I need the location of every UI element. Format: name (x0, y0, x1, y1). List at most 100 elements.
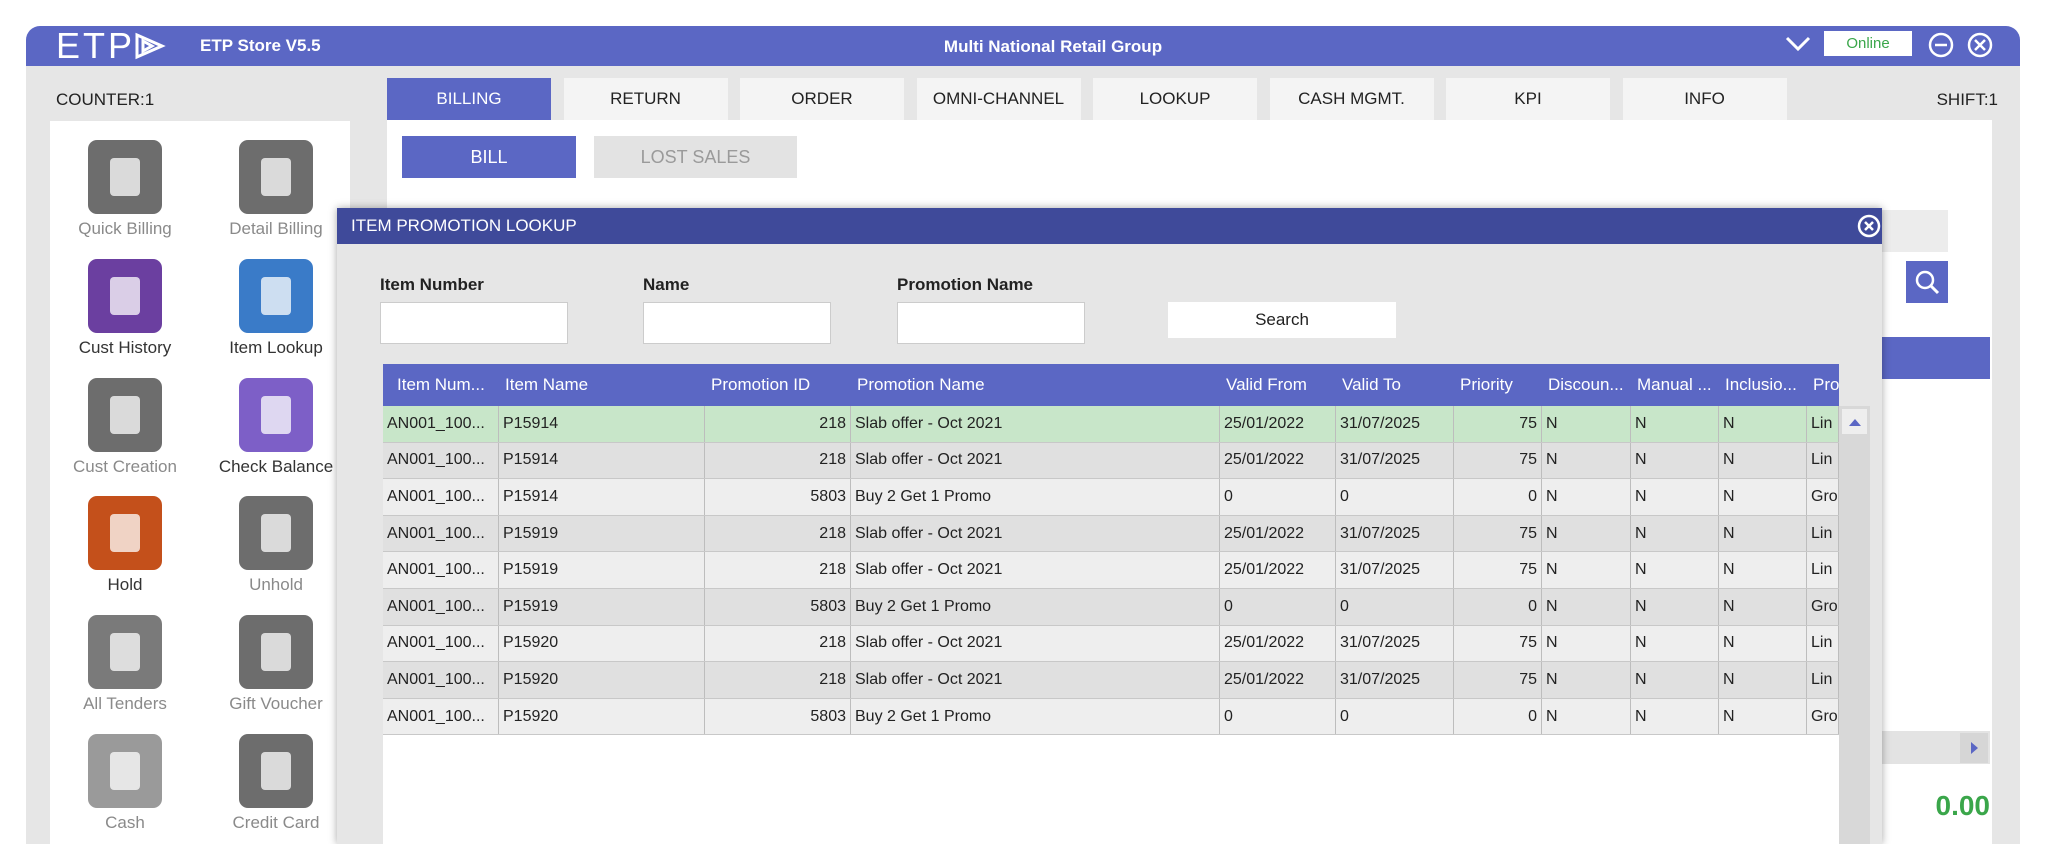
table-row[interactable]: AN001_100... P15919 218 Slab offer - Oct 20… (383, 515, 1839, 553)
field-input[interactable] (380, 302, 568, 344)
column-header[interactable]: Priority (1460, 375, 1513, 394)
table-cell: N (1542, 406, 1631, 442)
column-header[interactable]: Valid To (1342, 375, 1401, 394)
column-header[interactable]: Pro (1813, 375, 1839, 394)
sidebar (50, 121, 350, 844)
table-cell: Slab offer - Oct 2021 (851, 552, 1220, 588)
tab[interactable]: ORDER (740, 78, 904, 120)
table-cell: 25/01/2022 (1220, 515, 1336, 552)
dialog-close[interactable] (1856, 213, 1882, 239)
sidebar-icon[interactable] (88, 615, 162, 690)
tab[interactable]: OMNI-CHANNEL (916, 78, 1081, 120)
sidebar-label[interactable]: All Tenders (83, 694, 167, 714)
table-cell: P15920 (499, 625, 705, 662)
tab[interactable]: INFO (1622, 78, 1787, 120)
minimize-button[interactable] (1927, 31, 1955, 59)
sidebar-label[interactable]: Gift Voucher (229, 694, 323, 714)
close-button[interactable] (1966, 31, 1994, 59)
table-cell: 0 (1454, 698, 1542, 735)
sidebar-label[interactable]: Cust History (78, 337, 172, 357)
table-row[interactable]: AN001_100... P15914 218 Slab offer - Oct 20… (383, 406, 1839, 443)
table-cell: Slab offer - Oct 2021 (851, 625, 1220, 662)
subtab[interactable]: BILL (402, 136, 576, 178)
sidebar-icon[interactable] (239, 377, 313, 452)
table-cell: N (1719, 625, 1807, 662)
sidebar-label[interactable]: Item Lookup (229, 337, 323, 357)
table-cell: AN001_100... (383, 552, 499, 588)
table-cell: Buy 2 Get 1 Promo (851, 589, 1220, 625)
tab[interactable]: CASH MGMT. (1269, 78, 1434, 120)
table-row[interactable]: AN001_100... P15914 5803 Buy 2 Get 1 Promo 0… (383, 479, 1839, 516)
sidebar-label[interactable]: Credit Card (232, 813, 320, 832)
sidebar-icon[interactable] (239, 615, 313, 690)
table-cell: 5803 (705, 479, 851, 515)
sidebar-label[interactable]: Cust Creation (73, 456, 177, 476)
subtab[interactable]: LOST SALES (594, 136, 797, 178)
table-cell: 218 (705, 625, 851, 662)
sidebar-icon-glyph (261, 276, 291, 315)
table-cell: P15914 (499, 479, 705, 515)
table-row[interactable]: AN001_100... P15920 5803 Buy 2 Get 1 Promo 0… (383, 698, 1839, 736)
table-cell: AN001_100... (383, 698, 499, 735)
sidebar-icon[interactable] (88, 496, 162, 571)
column-header[interactable]: Promotion Name (857, 375, 985, 394)
table-cell: 0 (1220, 589, 1336, 625)
search-icon-button[interactable] (1906, 261, 1948, 303)
sidebar-icon-glyph (110, 276, 140, 315)
table-row[interactable]: AN001_100... P15919 5803 Buy 2 Get 1 Promo 0… (383, 589, 1839, 626)
sidebar-label[interactable]: Detail Billing (229, 219, 323, 238)
column-header[interactable]: Item Name (505, 375, 589, 394)
counter: COUNTER:1 (56, 90, 155, 109)
field-input[interactable] (897, 302, 1085, 344)
sidebar-label[interactable]: Quick Billing (78, 219, 172, 238)
scrollbar[interactable] (1839, 406, 1870, 844)
sidebar-label[interactable]: Cash (105, 813, 145, 832)
sidebar-label[interactable]: Hold (107, 575, 143, 595)
sidebar-icon[interactable] (88, 258, 162, 333)
sidebar-icon[interactable] (88, 140, 162, 214)
table-cell: 75 (1454, 442, 1542, 479)
total: 0.00 (1935, 790, 1991, 821)
sidebar-icon-glyph (110, 395, 140, 434)
tab[interactable]: KPI (1446, 78, 1610, 120)
column-header[interactable]: Promotion ID (711, 375, 811, 394)
column-header[interactable]: Manual ... (1637, 375, 1712, 394)
column-header[interactable]: Discoun... (1548, 375, 1624, 394)
table-cell: N (1542, 442, 1631, 479)
column-header[interactable]: Inclusio... (1725, 375, 1797, 394)
tab[interactable]: LOOKUP (1093, 78, 1257, 120)
tab[interactable]: BILLING (387, 78, 551, 120)
table-cell: P15919 (499, 552, 705, 588)
column-header[interactable]: Valid From (1226, 375, 1307, 394)
sidebar-label[interactable]: Unhold (249, 575, 303, 595)
logo-arrow (135, 32, 166, 60)
table-cell: N (1719, 515, 1807, 552)
column-header[interactable]: Item Num... (397, 375, 485, 394)
sidebar-icon[interactable] (88, 377, 162, 452)
table-row[interactable]: AN001_100... P15920 218 Slab offer - Oct 20… (383, 625, 1839, 663)
sidebar-icon[interactable] (88, 734, 162, 808)
table-cell: N (1542, 479, 1631, 515)
table-cell: 31/07/2025 (1336, 662, 1454, 698)
table-row[interactable]: AN001_100... P15920 218 Slab offer - Oct 20… (383, 662, 1839, 699)
sidebar-icon-glyph (261, 633, 291, 672)
search-button[interactable]: Search (1168, 302, 1396, 338)
sidebar-icon[interactable] (239, 496, 313, 571)
chevron[interactable] (1784, 34, 1812, 54)
field-label: Name (643, 275, 690, 294)
table-cell: Lin (1807, 552, 1839, 588)
table-cell: 0 (1220, 479, 1336, 515)
scroll-up[interactable] (1842, 409, 1867, 434)
sidebar-icon-glyph (261, 752, 291, 790)
sidebar-label[interactable]: Check Balance (218, 456, 334, 476)
table-row[interactable]: AN001_100... P15919 218 Slab offer - Oct 20… (383, 552, 1839, 589)
table-cell: Slab offer - Oct 2021 (851, 662, 1220, 698)
sidebar-icon[interactable] (239, 258, 313, 333)
sidebar-icon[interactable] (239, 140, 313, 214)
tab[interactable]: RETURN (563, 78, 728, 120)
scroll-right[interactable] (1960, 733, 1988, 763)
field-input[interactable] (643, 302, 831, 344)
table-row[interactable]: AN001_100... P15914 218 Slab offer - Oct 20… (383, 442, 1839, 480)
table-cell: AN001_100... (383, 406, 499, 442)
sidebar-icon[interactable] (239, 734, 313, 808)
